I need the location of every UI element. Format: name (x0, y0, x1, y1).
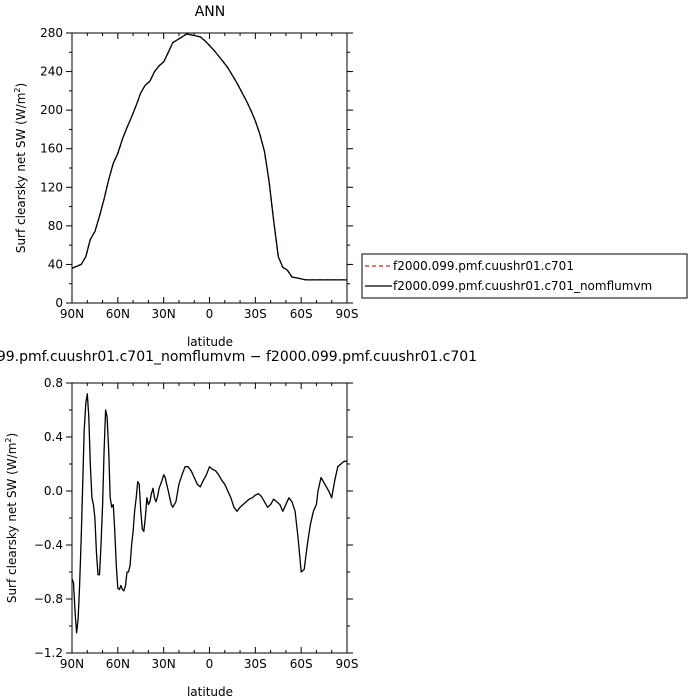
legend-entry-experiment: f2000.099.pmf.cuushr01.c701_nomflumvm (393, 279, 652, 293)
top-plot-area: 90N 60N 30N 0 30S 60S 90S 0 40 80 120 160 200 240 280 (40, 26, 358, 321)
x-tick-label: 60S (290, 307, 313, 321)
x-tick-label: 0 (206, 657, 214, 671)
y-tick-label: 80 (48, 219, 63, 233)
y-tick-label: −1.2 (34, 646, 63, 660)
top-x-axis-label: latitude (187, 335, 233, 349)
y-tick-label: 0.8 (44, 376, 63, 390)
y-tick-label: 40 (48, 257, 63, 271)
top-panel: ANN 90N 60N 30N 0 30S 60S 90S 0 40 80 120 160 200 240… (13, 4, 358, 349)
x-tick-label: 90N (60, 657, 84, 671)
series-line-0 (71, 393, 347, 634)
bottom-plot-area: 90N 60N 30N 0 30S 60S 90S −1.2 −0.8 −0.4 0.0 0.4 0.8 (34, 376, 359, 671)
y-tick-label: 0.0 (44, 484, 63, 498)
y-tick-label: 280 (40, 26, 63, 40)
y-tick-label: −0.8 (34, 592, 63, 606)
x-tick-label: 90S (336, 657, 359, 671)
x-tick-label: 30N (152, 657, 176, 671)
y-tick-label: 0 (55, 296, 63, 310)
top-panel-title: ANN (195, 4, 226, 20)
y-tick-label: −0.4 (34, 538, 63, 552)
bottom-panel: f2000.099.pmf.cuushr01.c701_nomflumvm − … (0, 349, 477, 699)
y-tick-label: 160 (40, 142, 63, 156)
x-tick-label: 30N (152, 307, 176, 321)
legend-entry-control: f2000.099.pmf.cuushr01.c701 (393, 259, 574, 273)
series-line-1 (71, 33, 347, 281)
y-tick-label: 240 (40, 65, 63, 79)
bottom-panel-title: f2000.099.pmf.cuushr01.c701_nomflumvm − … (0, 349, 477, 365)
y-tick-label: 200 (40, 103, 63, 117)
x-tick-label: 30S (244, 307, 267, 321)
x-tick-label: 0 (206, 307, 214, 321)
bottom-x-axis-label: latitude (187, 685, 233, 699)
bottom-y-axis-label: Surf clearsky net SW (W/m2) (4, 433, 19, 603)
x-tick-label: 60N (106, 307, 130, 321)
x-tick-label: 90S (336, 307, 359, 321)
series-line-0 (71, 33, 347, 281)
legend-box (361, 253, 688, 299)
x-tick-label: 60N (106, 657, 130, 671)
x-tick-label: 60S (290, 657, 313, 671)
top-y-axis-label: Surf clearsky net SW (W/m2) (13, 83, 28, 253)
x-tick-label: 90N (60, 307, 84, 321)
plot-frame (71, 32, 348, 304)
y-tick-label: 0.4 (44, 430, 63, 444)
plot-frame (71, 382, 348, 654)
x-tick-label: 30S (244, 657, 267, 671)
y-tick-label: 120 (40, 180, 63, 194)
legend: f2000.099.pmf.cuushr01.c701 f2000.099.pm… (361, 253, 688, 299)
